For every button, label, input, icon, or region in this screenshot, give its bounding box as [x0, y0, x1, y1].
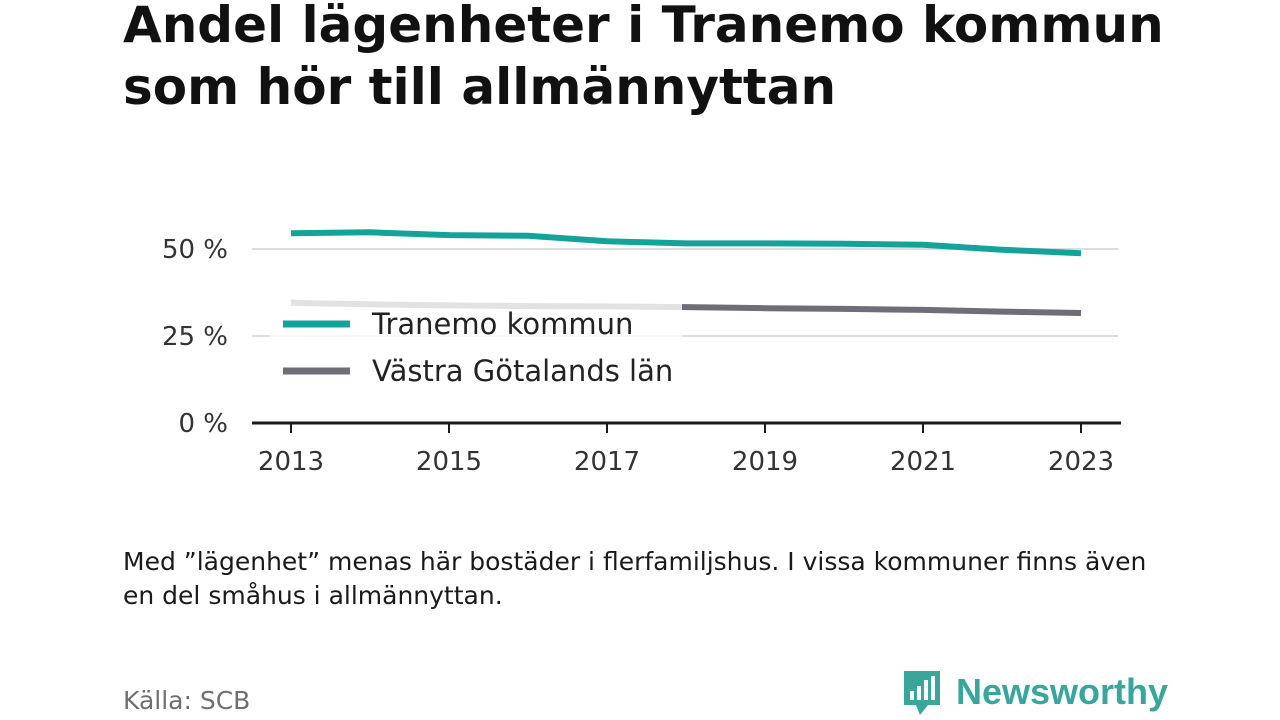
x-axis-labels: 2013 2015 2017 2019 2021 2023: [258, 447, 1114, 477]
x-tick-label: 2023: [1048, 447, 1114, 477]
x-axis-ticks: [290, 423, 1082, 433]
legend-background: [270, 300, 682, 400]
legend-label: Västra Götalands län: [372, 354, 673, 388]
y-axis-labels: 0 % 25 % 50 %: [162, 235, 228, 439]
series-line-tranemo: [290, 229, 1082, 257]
x-tick-label: 2021: [890, 447, 956, 477]
source-label: Källa: SCB: [123, 686, 251, 715]
brand-name: Newsworthy: [956, 671, 1169, 712]
chart-title: Andel lägenheter i Tranemo kommun som hö…: [123, 0, 1164, 116]
chart-note: Med ”lägenhet” menas här bostäder i fler…: [123, 547, 1147, 610]
newsworthy-logo-icon: [904, 671, 940, 715]
x-tick-label: 2017: [574, 447, 640, 477]
legend-label: Tranemo kommun: [371, 307, 633, 341]
x-tick-label: 2019: [732, 447, 798, 477]
x-tick-label: 2015: [416, 447, 482, 477]
y-tick-label: 25 %: [162, 322, 228, 352]
y-tick-label: 50 %: [162, 235, 228, 265]
legend: Tranemo kommun Västra Götalands län: [270, 300, 682, 400]
x-tick-label: 2013: [258, 447, 324, 477]
y-tick-label: 0 %: [178, 409, 228, 439]
